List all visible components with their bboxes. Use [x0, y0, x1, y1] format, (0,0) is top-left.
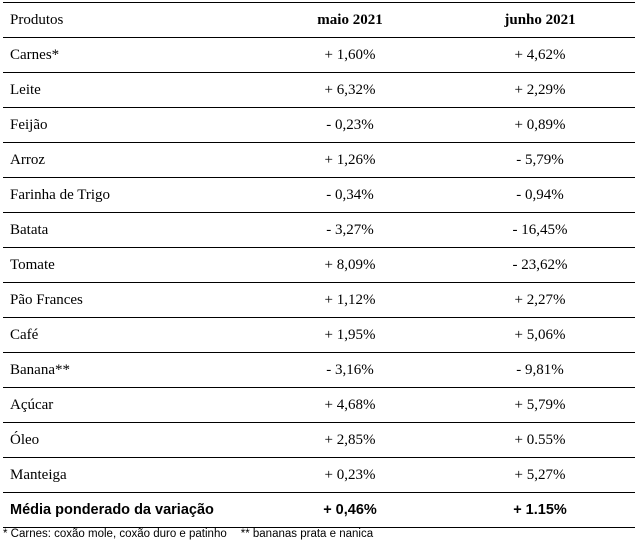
- table-header-row: Produtos maio 2021 junho 2021: [3, 2, 635, 38]
- may-value-cell: + 4,68%: [255, 387, 445, 423]
- product-cell: Farinha de Trigo: [3, 177, 255, 213]
- may-value-cell: + 0,23%: [255, 457, 445, 493]
- may-value-cell: - 0,34%: [255, 177, 445, 213]
- may-value-cell: + 1,95%: [255, 317, 445, 353]
- june-value-cell: + 2,29%: [445, 72, 635, 108]
- product-cell: Tomate: [3, 247, 255, 283]
- may-value-cell: + 1,12%: [255, 282, 445, 318]
- june-value-cell: + 5,27%: [445, 457, 635, 493]
- june-value-cell: + 5,06%: [445, 317, 635, 353]
- table-row: Leite + 6,32% + 2,29%: [3, 72, 635, 108]
- product-cell: Banana**: [3, 352, 255, 388]
- may-value-cell: + 6,32%: [255, 72, 445, 108]
- header-product: Produtos: [3, 2, 255, 38]
- june-value-cell: - 16,45%: [445, 212, 635, 248]
- product-cell: Arroz: [3, 142, 255, 178]
- table-row: Farinha de Trigo - 0,34% - 0,94%: [3, 177, 635, 213]
- may-value-cell: + 1,26%: [255, 142, 445, 178]
- table-row: Arroz + 1,26% - 5,79%: [3, 142, 635, 178]
- header-june-2021: junho 2021: [445, 2, 635, 38]
- price-variation-table: Produtos maio 2021 junho 2021 Carnes* + …: [3, 2, 635, 528]
- product-cell: Açúcar: [3, 387, 255, 423]
- footnote-meat: * Carnes: coxão mole, coxão duro e patin…: [3, 528, 227, 540]
- product-cell: Pão Frances: [3, 282, 255, 318]
- table-row: Feijão - 0,23% + 0,89%: [3, 107, 635, 143]
- table-row: Batata - 3,27% - 16,45%: [3, 212, 635, 248]
- table-row: Manteiga + 0,23% + 5,27%: [3, 457, 635, 493]
- weighted-average-june: + 1.15%: [445, 492, 635, 528]
- may-value-cell: + 8,09%: [255, 247, 445, 283]
- table-row: Pão Frances + 1,12% + 2,27%: [3, 282, 635, 318]
- header-may-2021: maio 2021: [255, 2, 445, 38]
- table-row: Tomate + 8,09% - 23,62%: [3, 247, 635, 283]
- table-row: Óleo + 2,85% + 0.55%: [3, 422, 635, 458]
- table-row: Banana** - 3,16% - 9,81%: [3, 352, 635, 388]
- june-value-cell: + 5,79%: [445, 387, 635, 423]
- table-row: Açúcar + 4,68% + 5,79%: [3, 387, 635, 423]
- weighted-average-row: Média ponderado da variação + 0,46% + 1.…: [3, 492, 635, 528]
- june-value-cell: - 23,62%: [445, 247, 635, 283]
- price-variation-table-container: Produtos maio 2021 junho 2021 Carnes* + …: [3, 2, 635, 528]
- may-value-cell: + 2,85%: [255, 422, 445, 458]
- june-value-cell: - 9,81%: [445, 352, 635, 388]
- footnote-banana: ** bananas prata e nanica: [240, 528, 374, 540]
- product-cell: Feijão: [3, 107, 255, 143]
- may-value-cell: - 3,27%: [255, 212, 445, 248]
- weighted-average-label: Média ponderado da variação: [3, 492, 255, 528]
- product-cell: Carnes*: [3, 37, 255, 73]
- weighted-average-may: + 0,46%: [255, 492, 445, 528]
- footnotes: * Carnes: coxão mole, coxão duro e patin…: [3, 527, 373, 541]
- product-cell: Café: [3, 317, 255, 353]
- table-row: Café + 1,95% + 5,06%: [3, 317, 635, 353]
- product-cell: Leite: [3, 72, 255, 108]
- table-row: Carnes* + 1,60% + 4,62%: [3, 37, 635, 73]
- may-value-cell: - 3,16%: [255, 352, 445, 388]
- product-cell: Óleo: [3, 422, 255, 458]
- june-value-cell: - 0,94%: [445, 177, 635, 213]
- june-value-cell: + 0,89%: [445, 107, 635, 143]
- june-value-cell: + 2,27%: [445, 282, 635, 318]
- product-cell: Manteiga: [3, 457, 255, 493]
- june-value-cell: - 5,79%: [445, 142, 635, 178]
- june-value-cell: + 0.55%: [445, 422, 635, 458]
- may-value-cell: + 1,60%: [255, 37, 445, 73]
- product-cell: Batata: [3, 212, 255, 248]
- may-value-cell: - 0,23%: [255, 107, 445, 143]
- june-value-cell: + 4,62%: [445, 37, 635, 73]
